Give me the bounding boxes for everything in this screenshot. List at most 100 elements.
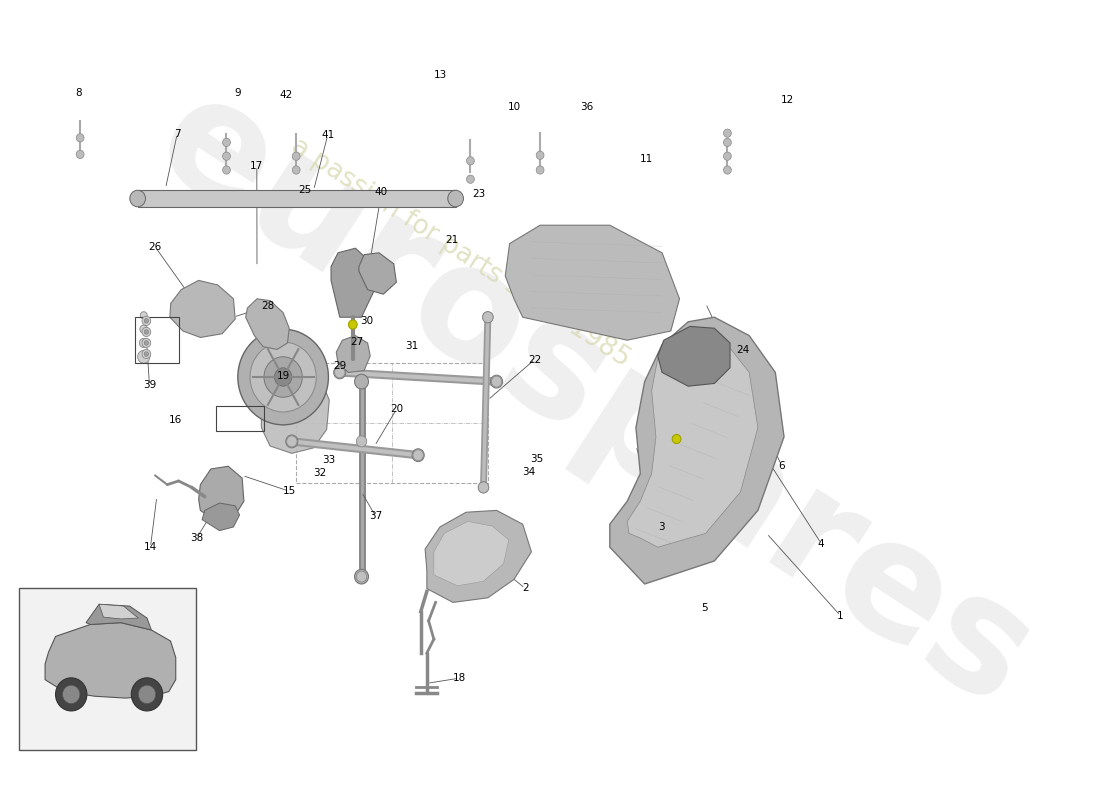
- Polygon shape: [359, 253, 396, 294]
- Circle shape: [334, 367, 345, 378]
- Circle shape: [724, 152, 732, 160]
- Circle shape: [724, 166, 732, 174]
- Polygon shape: [425, 510, 531, 602]
- Polygon shape: [262, 374, 329, 454]
- Circle shape: [142, 316, 151, 326]
- Text: 38: 38: [190, 534, 204, 543]
- Polygon shape: [45, 622, 176, 698]
- Text: 25: 25: [298, 186, 311, 195]
- Polygon shape: [609, 318, 784, 584]
- Circle shape: [354, 570, 368, 584]
- Circle shape: [466, 175, 474, 183]
- Polygon shape: [99, 604, 139, 619]
- Circle shape: [250, 342, 316, 412]
- Text: 22: 22: [528, 354, 541, 365]
- Text: 19: 19: [277, 371, 290, 382]
- Circle shape: [354, 374, 368, 389]
- Circle shape: [142, 338, 151, 347]
- Bar: [216, 406, 264, 431]
- Circle shape: [142, 350, 151, 358]
- Bar: [135, 318, 178, 363]
- Circle shape: [286, 435, 298, 448]
- Circle shape: [130, 190, 145, 207]
- Circle shape: [466, 157, 474, 165]
- Circle shape: [138, 350, 150, 363]
- Circle shape: [141, 312, 147, 319]
- Text: 23: 23: [473, 189, 486, 199]
- Circle shape: [274, 368, 292, 386]
- Text: 4: 4: [818, 538, 825, 549]
- Circle shape: [139, 685, 156, 703]
- Circle shape: [222, 166, 230, 174]
- Circle shape: [144, 318, 148, 323]
- Text: 8: 8: [75, 88, 81, 98]
- Text: 13: 13: [434, 70, 448, 80]
- Text: 34: 34: [522, 467, 536, 477]
- Text: 39: 39: [143, 380, 156, 390]
- Text: 18: 18: [452, 674, 465, 683]
- Text: 9: 9: [234, 88, 241, 98]
- Text: 10: 10: [508, 102, 521, 112]
- Text: 24: 24: [736, 345, 749, 355]
- Circle shape: [356, 571, 366, 582]
- Circle shape: [492, 376, 502, 387]
- Polygon shape: [627, 334, 758, 547]
- Text: 27: 27: [350, 337, 363, 347]
- Circle shape: [142, 327, 151, 337]
- Text: 40: 40: [375, 187, 388, 198]
- Text: 41: 41: [321, 130, 334, 140]
- Circle shape: [76, 150, 84, 158]
- Circle shape: [76, 134, 84, 142]
- Circle shape: [222, 152, 230, 160]
- Circle shape: [222, 138, 230, 146]
- Circle shape: [140, 338, 148, 347]
- Polygon shape: [169, 281, 235, 338]
- Circle shape: [349, 320, 358, 329]
- Circle shape: [293, 166, 300, 174]
- Circle shape: [536, 166, 544, 174]
- Polygon shape: [86, 604, 152, 630]
- Circle shape: [144, 352, 148, 356]
- Circle shape: [412, 450, 424, 461]
- Circle shape: [491, 375, 503, 388]
- Text: eurospares: eurospares: [129, 60, 1059, 740]
- Circle shape: [483, 312, 493, 322]
- Circle shape: [356, 436, 366, 447]
- Text: 37: 37: [368, 511, 383, 522]
- Text: 3: 3: [658, 522, 664, 531]
- Polygon shape: [658, 326, 730, 386]
- Text: 33: 33: [322, 455, 335, 466]
- Circle shape: [264, 357, 303, 398]
- Circle shape: [412, 449, 425, 462]
- Text: 36: 36: [580, 102, 593, 112]
- Text: 30: 30: [361, 315, 374, 326]
- Polygon shape: [199, 466, 244, 522]
- Circle shape: [238, 329, 329, 425]
- Circle shape: [131, 678, 163, 711]
- Text: 42: 42: [279, 90, 293, 99]
- Circle shape: [144, 341, 148, 346]
- Circle shape: [333, 366, 345, 379]
- Text: 1: 1: [837, 610, 844, 621]
- Circle shape: [287, 436, 297, 447]
- Polygon shape: [433, 522, 509, 586]
- Text: 20: 20: [390, 404, 404, 414]
- Circle shape: [55, 678, 87, 711]
- Circle shape: [448, 190, 463, 207]
- Circle shape: [293, 152, 300, 160]
- Polygon shape: [337, 336, 371, 373]
- Text: 7: 7: [174, 129, 180, 138]
- Text: 14: 14: [144, 542, 157, 552]
- Text: 26: 26: [148, 242, 162, 252]
- Circle shape: [144, 330, 148, 334]
- Text: 15: 15: [283, 486, 296, 496]
- Polygon shape: [202, 503, 240, 530]
- Text: a passion for parts since 1985: a passion for parts since 1985: [286, 134, 635, 372]
- Text: 6: 6: [779, 462, 785, 471]
- Text: 31: 31: [406, 342, 419, 351]
- Bar: [138, 190, 455, 207]
- Circle shape: [140, 325, 147, 334]
- Text: 11: 11: [640, 154, 653, 163]
- Circle shape: [536, 151, 544, 159]
- Circle shape: [724, 138, 732, 146]
